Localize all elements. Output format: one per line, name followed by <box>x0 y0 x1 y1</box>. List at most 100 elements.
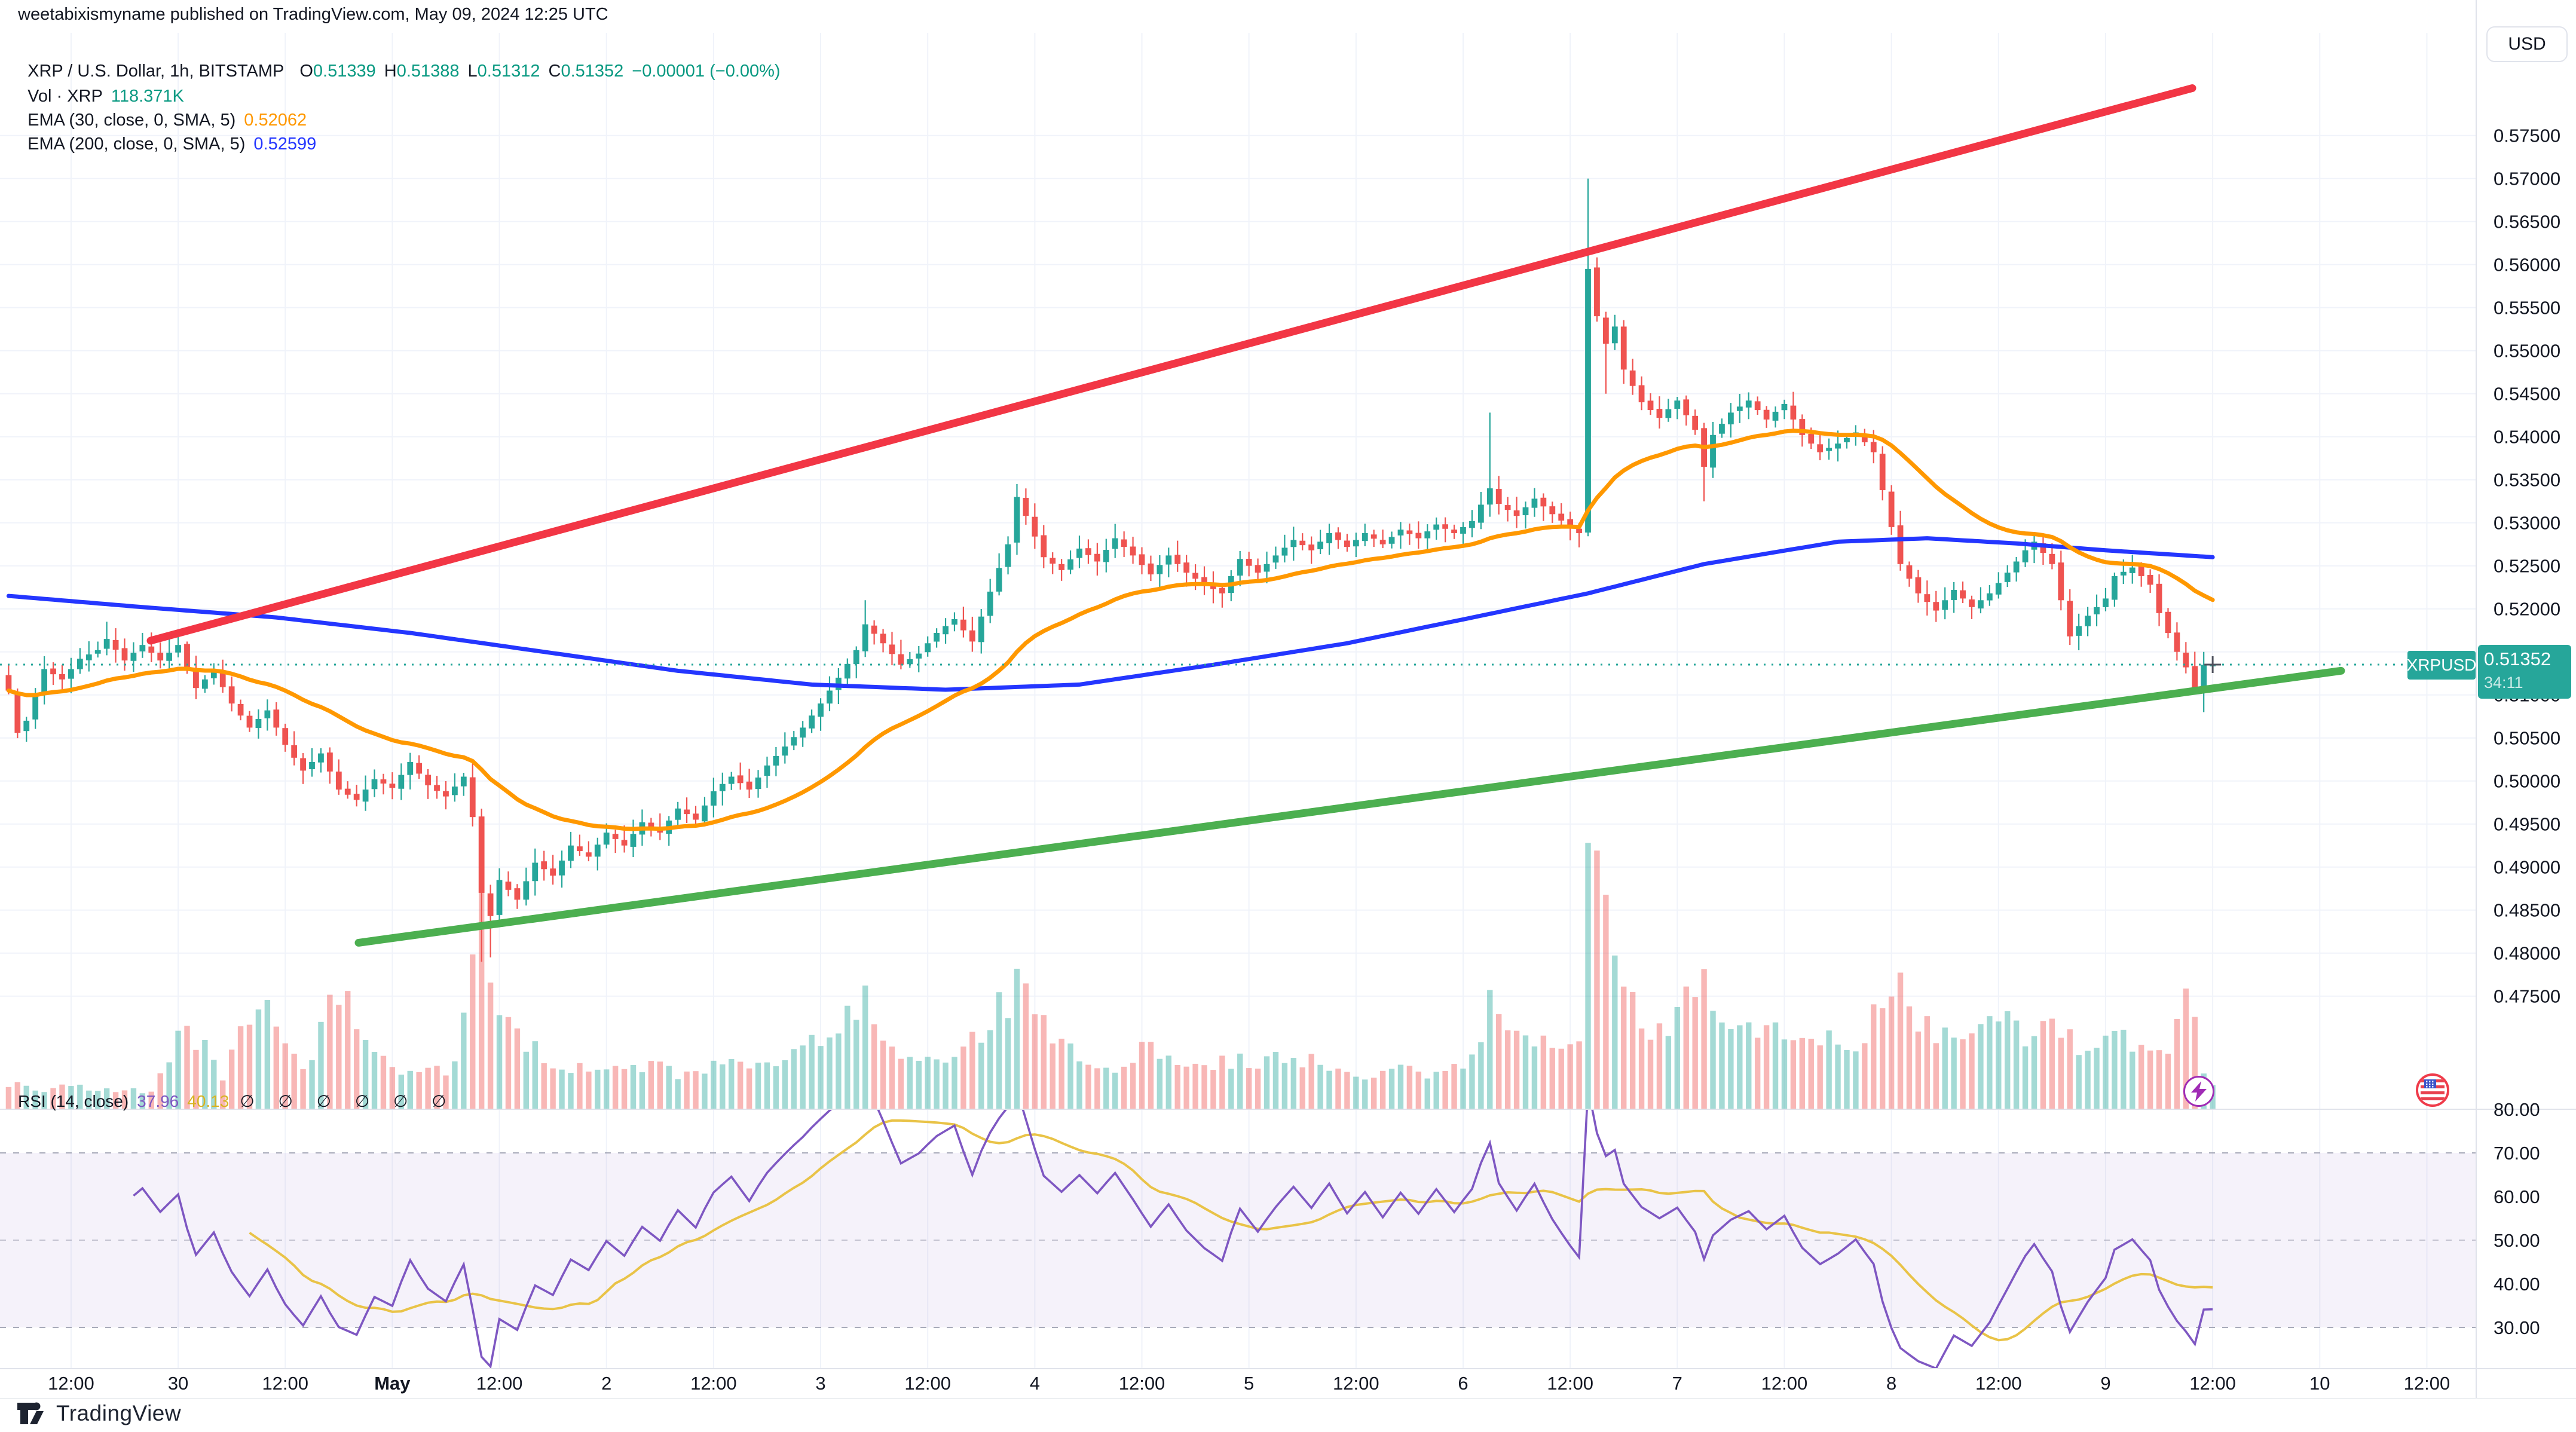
price-scale[interactable]: 0.57500 0.57000 0.56500 0.56000 0.55500 0.550… <box>2494 126 2560 1338</box>
volume-bar <box>1094 1068 1100 1109</box>
drawings-layer[interactable] <box>146 84 2345 947</box>
ema200-value: 0.52599 <box>253 134 317 154</box>
candle-body <box>1103 550 1109 562</box>
ema30-value: 0.52062 <box>244 111 307 130</box>
overlays-layer <box>6 429 2215 831</box>
volume-bar <box>737 1061 744 1109</box>
volume-legend[interactable]: Vol · XRP 118.371K <box>27 87 184 106</box>
volume-bar <box>746 1068 752 1109</box>
candle-body <box>318 753 324 763</box>
candle-body <box>800 727 806 738</box>
ohlc-high: 0.51388 <box>396 62 460 81</box>
volume-bar <box>675 1079 681 1109</box>
symbol-legend[interactable]: XRP / U.S. Dollar, 1h, BITSTAMP O0.51339 H… <box>27 62 781 81</box>
currency-unit-button[interactable]: USD <box>2486 26 2568 62</box>
candle-body <box>309 762 315 770</box>
volume-bar <box>1487 990 1493 1109</box>
candle-body <box>702 805 708 822</box>
time-scale[interactable]: 12:00 30 12:00 May 12:00 2 12:00 3 12:00 4 12:00 5 1… <box>48 1373 2450 1394</box>
candle-body <box>550 868 556 876</box>
candle-body <box>791 737 797 746</box>
candle-body <box>1558 513 1565 521</box>
volume-bar <box>1121 1066 1127 1109</box>
candle-body <box>1879 454 1886 490</box>
rsi-tick-label: 30.00 <box>2494 1317 2540 1338</box>
volume-bar <box>755 1063 761 1109</box>
volume-bar <box>2103 1035 2109 1109</box>
candle-body <box>1620 326 1627 370</box>
candle-body <box>1986 593 1993 601</box>
volume-bar <box>1067 1043 1073 1109</box>
candle-body <box>1032 516 1038 537</box>
volume-bar <box>1790 1040 1797 1109</box>
candle-body <box>1745 400 1752 408</box>
volume-bar <box>14 1082 21 1109</box>
volume-bar <box>211 1060 217 1109</box>
time-tick-label: 12:00 <box>262 1373 308 1394</box>
volume-bar <box>541 1063 547 1109</box>
volume-bar <box>148 1091 154 1109</box>
candle-body <box>1130 546 1136 556</box>
usd-flag-button[interactable] <box>2416 1073 2449 1107</box>
volume-bar <box>1540 1035 1547 1109</box>
candle-body <box>1567 519 1574 527</box>
volume-bar <box>2121 1029 2127 1109</box>
price-tick-label: 0.56000 <box>2494 255 2560 276</box>
bar-countdown: 34:11 <box>2484 674 2523 691</box>
volume-bar <box>1978 1024 1984 1109</box>
volume-bar <box>2138 1045 2144 1109</box>
candle-body <box>889 644 895 654</box>
candle-body <box>594 844 601 857</box>
volume-bar <box>452 1061 458 1109</box>
candle-body <box>416 763 423 774</box>
candle-body <box>978 616 984 642</box>
candle-body <box>2138 566 2144 576</box>
rsi-value: 37.96 <box>137 1092 179 1110</box>
candle-body <box>621 840 628 846</box>
candle-body <box>952 619 957 625</box>
candle-body <box>1861 433 1868 443</box>
volume-bar <box>1754 1038 1761 1109</box>
volume-bar <box>2183 989 2189 1109</box>
volume-bar <box>586 1071 592 1109</box>
ema200-legend[interactable]: EMA (200, close, 0, SMA, 5) 0.52599 <box>27 134 317 154</box>
volume-bar <box>1353 1076 1359 1109</box>
volume-bar <box>514 1028 521 1109</box>
candle-body <box>969 630 975 642</box>
candle-body <box>1255 565 1261 573</box>
ohlc-low: 0.51312 <box>477 62 540 81</box>
volume-bar <box>1665 1036 1672 1109</box>
candle-body <box>1263 564 1270 572</box>
candle-body <box>1219 588 1225 593</box>
rsi-legend[interactable]: RSI (14, close) 37.96 40.13 ∅ ∅ ∅ ∅ ∅ ∅ <box>18 1092 456 1110</box>
volume-bar <box>1442 1071 1448 1109</box>
candle-body <box>782 746 788 756</box>
volume-bar <box>220 1080 226 1109</box>
volume-bar <box>1746 1022 1752 1109</box>
candle-body <box>398 775 405 789</box>
quick-trade-button[interactable] <box>2183 1076 2214 1107</box>
candle-body <box>755 777 761 790</box>
candle-body <box>1139 554 1145 565</box>
volume-bar <box>1157 1058 1163 1109</box>
volume-bar <box>175 1030 181 1109</box>
candle-body <box>1960 590 1966 599</box>
volume-bar <box>300 1069 306 1109</box>
tradingview-logo[interactable]: TradingView <box>17 1400 181 1427</box>
volume-bar <box>1308 1054 1314 1109</box>
volume-bar <box>1897 972 1904 1109</box>
volume-bar <box>362 1040 369 1109</box>
volume-bar <box>184 1026 190 1109</box>
volume-bar <box>1674 1006 1681 1109</box>
ema30-legend[interactable]: EMA (30, close, 0, SMA, 5) 0.52062 <box>27 111 307 130</box>
volume-bar <box>2147 1050 2153 1109</box>
candle-body <box>300 758 306 771</box>
time-tick-label: 12:00 <box>1333 1373 1379 1394</box>
volume-bar <box>2165 1054 2171 1109</box>
candle-body <box>925 643 931 653</box>
candle-body <box>1826 448 1832 451</box>
rsi-tick-label: 70.00 <box>2494 1143 2540 1164</box>
candle-body <box>1326 533 1332 543</box>
